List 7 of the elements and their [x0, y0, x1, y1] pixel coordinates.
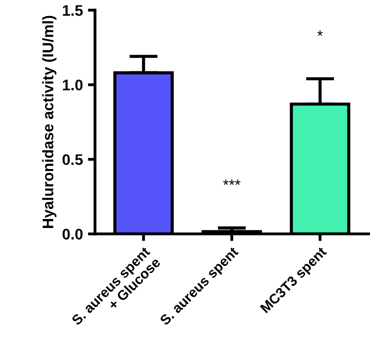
y-tick-label: 0.5 — [62, 154, 83, 166]
y-axis-title: Hyaluronidase activity (IU/ml) — [42, 16, 56, 228]
y-tick-label: 1.5 — [62, 5, 83, 16]
annotation: *** — [223, 180, 240, 185]
y-tick-label: 0.0 — [62, 228, 83, 240]
annotation: * — [317, 30, 323, 36]
y-tick-label: 1.0 — [62, 80, 83, 90]
